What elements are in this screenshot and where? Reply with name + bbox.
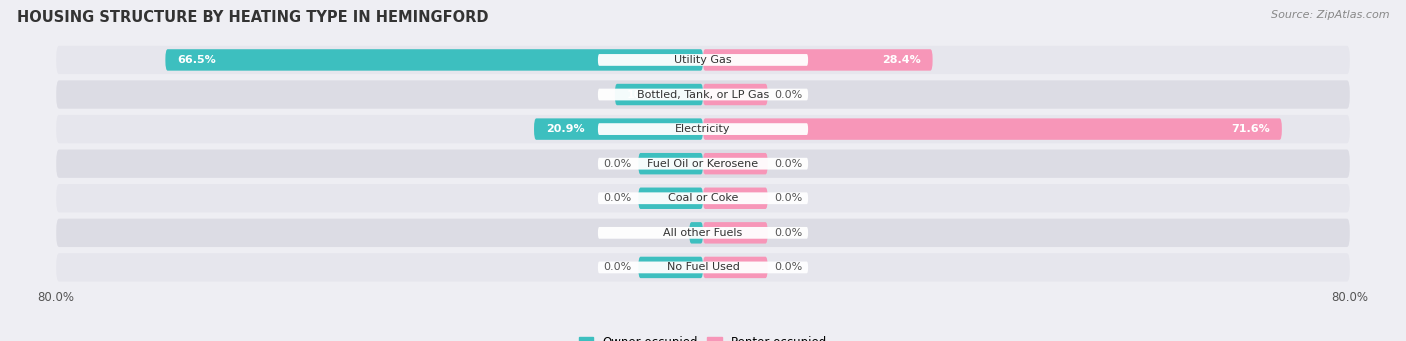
FancyBboxPatch shape (703, 222, 768, 243)
FancyBboxPatch shape (703, 118, 1282, 140)
Text: 0.0%: 0.0% (775, 228, 803, 238)
FancyBboxPatch shape (598, 158, 808, 169)
Text: 0.0%: 0.0% (603, 193, 631, 203)
Text: Coal or Coke: Coal or Coke (668, 193, 738, 203)
Text: HOUSING STRUCTURE BY HEATING TYPE IN HEMINGFORD: HOUSING STRUCTURE BY HEATING TYPE IN HEM… (17, 10, 488, 25)
Text: 0.0%: 0.0% (775, 159, 803, 169)
Text: 1.7%: 1.7% (702, 228, 733, 238)
FancyBboxPatch shape (703, 188, 768, 209)
Text: 10.9%: 10.9% (627, 90, 665, 100)
FancyBboxPatch shape (598, 54, 808, 66)
FancyBboxPatch shape (598, 123, 808, 135)
Text: 0.0%: 0.0% (775, 90, 803, 100)
FancyBboxPatch shape (56, 149, 1350, 178)
FancyBboxPatch shape (638, 188, 703, 209)
Text: 0.0%: 0.0% (603, 263, 631, 272)
Text: All other Fuels: All other Fuels (664, 228, 742, 238)
FancyBboxPatch shape (598, 192, 808, 204)
FancyBboxPatch shape (56, 80, 1350, 109)
FancyBboxPatch shape (598, 227, 808, 239)
Text: No Fuel Used: No Fuel Used (666, 263, 740, 272)
FancyBboxPatch shape (703, 49, 932, 71)
FancyBboxPatch shape (638, 153, 703, 174)
FancyBboxPatch shape (56, 46, 1350, 74)
FancyBboxPatch shape (56, 253, 1350, 282)
FancyBboxPatch shape (56, 115, 1350, 143)
Text: 28.4%: 28.4% (882, 55, 921, 65)
FancyBboxPatch shape (614, 84, 703, 105)
Text: 0.0%: 0.0% (775, 263, 803, 272)
Text: Bottled, Tank, or LP Gas: Bottled, Tank, or LP Gas (637, 90, 769, 100)
Text: 20.9%: 20.9% (546, 124, 585, 134)
Text: 66.5%: 66.5% (177, 55, 217, 65)
Text: Source: ZipAtlas.com: Source: ZipAtlas.com (1271, 10, 1389, 20)
FancyBboxPatch shape (598, 89, 808, 100)
FancyBboxPatch shape (56, 184, 1350, 212)
Text: 0.0%: 0.0% (775, 193, 803, 203)
Text: Fuel Oil or Kerosene: Fuel Oil or Kerosene (647, 159, 759, 169)
Text: Electricity: Electricity (675, 124, 731, 134)
FancyBboxPatch shape (703, 257, 768, 278)
FancyBboxPatch shape (56, 219, 1350, 247)
FancyBboxPatch shape (166, 49, 703, 71)
FancyBboxPatch shape (703, 153, 768, 174)
FancyBboxPatch shape (598, 262, 808, 273)
Text: 71.6%: 71.6% (1232, 124, 1270, 134)
Text: Utility Gas: Utility Gas (675, 55, 731, 65)
Text: 0.0%: 0.0% (603, 159, 631, 169)
FancyBboxPatch shape (534, 118, 703, 140)
FancyBboxPatch shape (638, 257, 703, 278)
Legend: Owner-occupied, Renter-occupied: Owner-occupied, Renter-occupied (574, 332, 832, 341)
FancyBboxPatch shape (689, 222, 703, 243)
FancyBboxPatch shape (703, 84, 768, 105)
